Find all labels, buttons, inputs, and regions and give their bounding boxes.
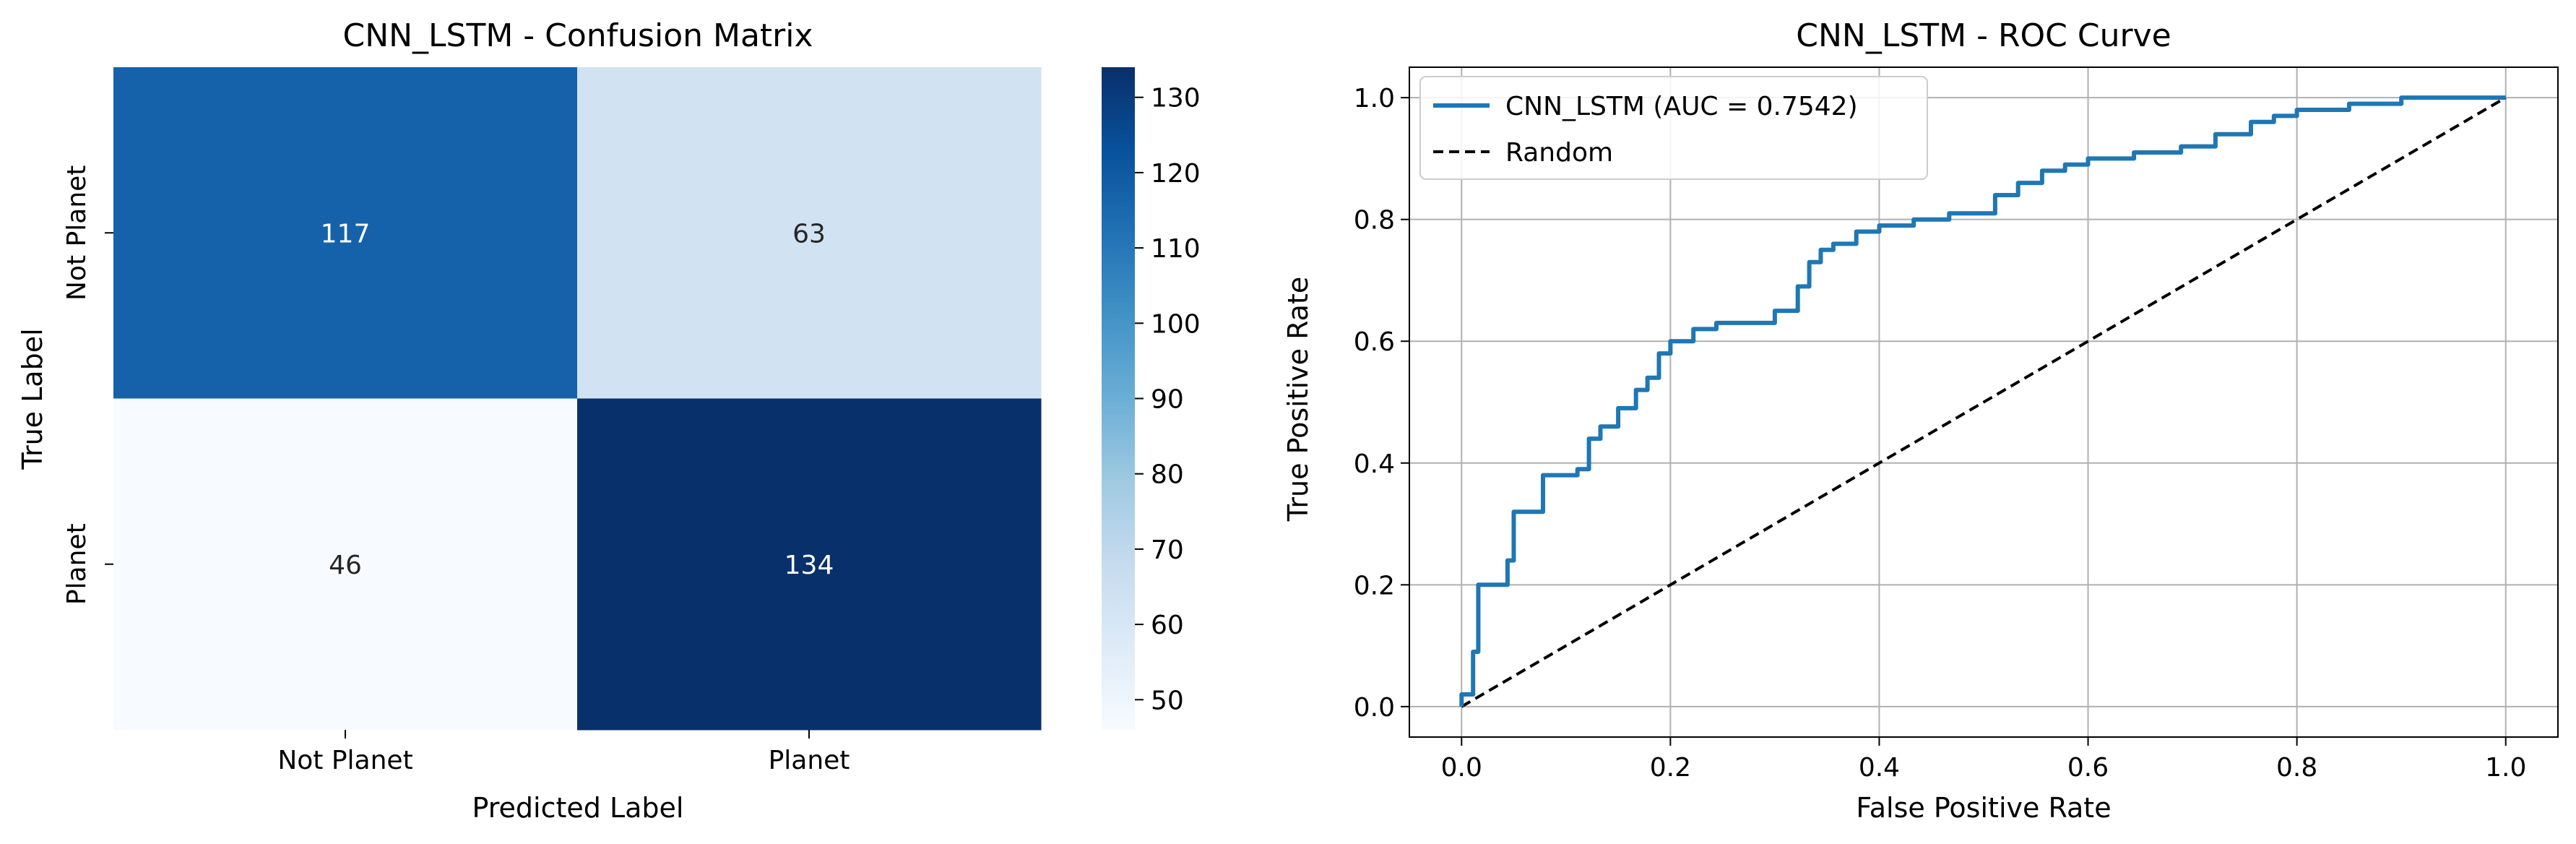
colorbar-tick-label: 110 <box>1151 234 1201 264</box>
roc-curve-panel: CNN_LSTM - ROC Curve 0.0 0.2 0.4 0.6 0.8 1.00… <box>1282 17 2559 824</box>
x-tick-label: 0.0 <box>1441 753 1482 783</box>
roc-title: CNN_LSTM - ROC Curve <box>1796 17 2171 54</box>
random-baseline-line <box>1461 96 2507 708</box>
colorbar-ticks: 130 120 110 100 90 80 70 60 50 <box>1135 84 1201 715</box>
x-tick-label: 0.4 <box>1859 753 1900 783</box>
legend-label-roc: CNN_LSTM (AUC = 0.7542) <box>1505 92 1858 121</box>
roc-curve-line <box>1459 95 2506 707</box>
y-tick-label: 0.0 <box>1354 693 1395 723</box>
x-tick-label: 0.8 <box>2276 753 2317 783</box>
colorbar-tick-label: 100 <box>1151 309 1201 339</box>
confusion-matrix-ylabel: True Label <box>17 328 48 470</box>
y-tick-label: 0.2 <box>1354 571 1395 600</box>
legend-frame <box>1419 76 1928 180</box>
roc-xlabel: False Positive Rate <box>1856 792 2111 824</box>
y-tick-label: 1.0 <box>1354 84 1395 113</box>
confusion-matrix-panel: CNN_LSTM - Confusion Matrix 117 63 46 134 N… <box>17 17 1201 824</box>
colorbar-tick-label: 60 <box>1151 611 1184 640</box>
heatmap-cell <box>113 398 578 731</box>
heatmap-cell <box>113 67 578 399</box>
x-tick-label: Not Planet <box>277 746 412 775</box>
confusion-matrix-xlabel: Predicted Label <box>472 792 684 824</box>
y-tick-label: 0.6 <box>1354 327 1395 357</box>
colorbar-tick-label: 80 <box>1151 460 1184 490</box>
colorbar-tick-label: 120 <box>1151 159 1201 189</box>
x-tick-label: 1.0 <box>2485 753 2526 783</box>
heatmap-cell <box>577 67 1042 399</box>
confusion-matrix-ticks: Not Planet Planet Not Planet Planet <box>62 165 850 775</box>
colorbar-tick-label: 130 <box>1151 84 1201 113</box>
confusion-matrix-cells: 117 63 46 134 <box>113 67 1042 731</box>
colorbar-tick-label: 50 <box>1151 686 1184 715</box>
colorbar-tick-label: 90 <box>1151 385 1184 415</box>
confusion-matrix-title: CNN_LSTM - Confusion Matrix <box>342 17 813 54</box>
y-tick-label: 0.4 <box>1354 449 1395 479</box>
heatmap-cell-value: 46 <box>329 551 362 580</box>
roc-ylabel: True Positive Rate <box>1282 277 1314 522</box>
roc-ticks: 0.0 0.2 0.4 0.6 0.8 1.0 0.0 0.2 0.4 0.6 0.8 1.0 <box>1354 84 2527 783</box>
roc-plot-frame <box>1409 66 2559 738</box>
heatmap-cell-value: 63 <box>792 219 826 249</box>
colorbar-tick-label: 70 <box>1151 535 1184 565</box>
x-tick-label: 0.2 <box>1650 753 1691 783</box>
heatmap-cell <box>577 398 1042 731</box>
y-tick-label: Not Planet <box>62 165 92 301</box>
x-tick-label: 0.6 <box>2067 753 2109 783</box>
y-tick-label: 0.8 <box>1354 206 1395 236</box>
roc-grid <box>1409 67 2558 737</box>
roc-legend: CNN_LSTM (AUC = 0.7542) Random <box>1419 76 1928 180</box>
legend-label-random: Random <box>1505 138 1613 168</box>
roc-lines <box>1459 95 2507 708</box>
x-tick-label: Planet <box>769 746 850 775</box>
heatmap-cell-value: 134 <box>785 551 834 580</box>
heatmap-cell-value: 117 <box>321 219 371 249</box>
y-tick-label: Planet <box>62 523 92 605</box>
colorbar <box>1102 67 1135 730</box>
